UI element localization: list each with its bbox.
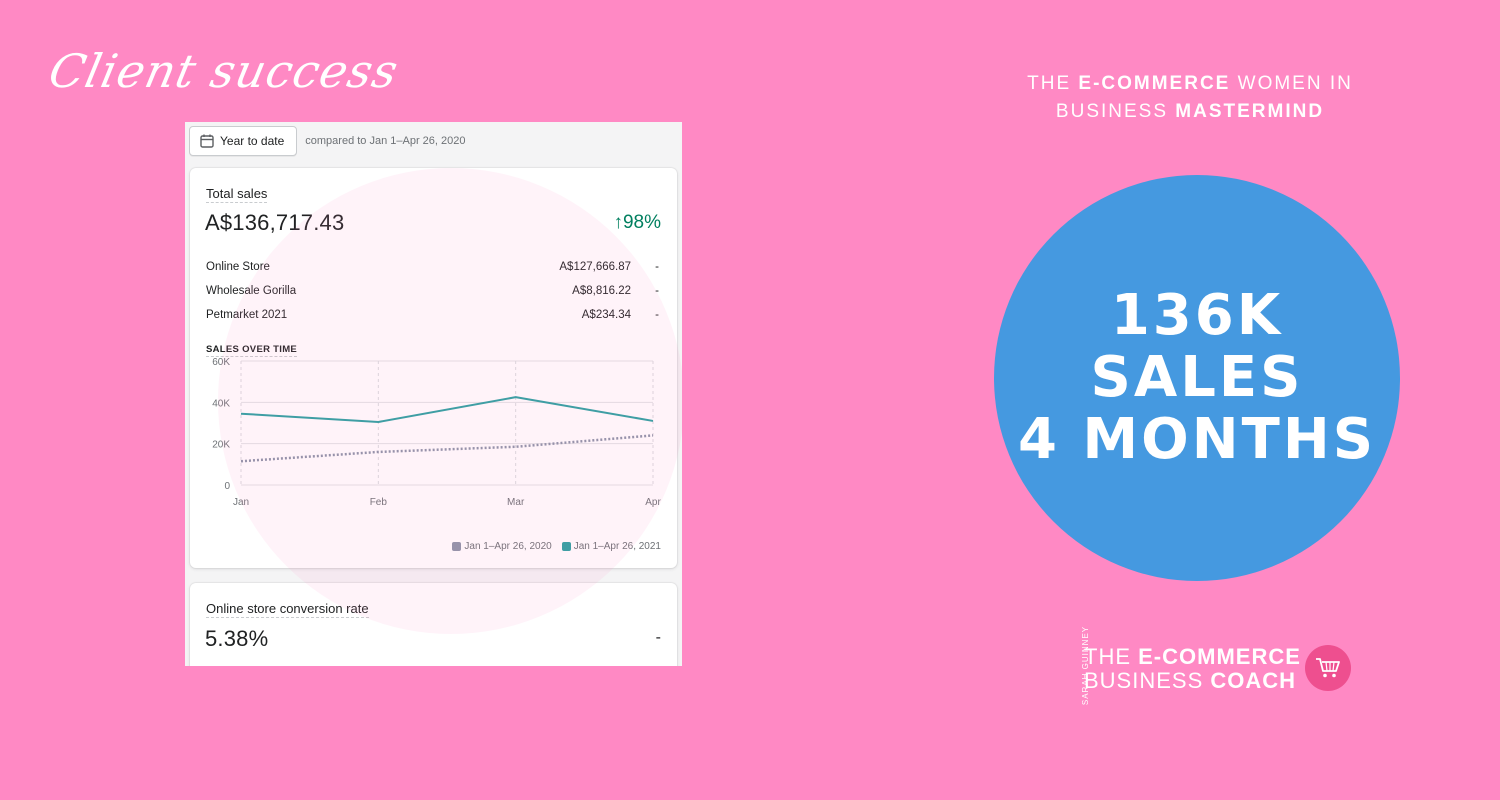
conversion-rate-title[interactable]: Online store conversion rate (206, 601, 369, 618)
channel-amount: A$127,666.87 (559, 261, 631, 273)
x-tick-label: Mar (507, 497, 525, 508)
channel-amount: A$8,816.22 (572, 285, 631, 297)
conversion-rate-card: Online store conversion rate 5.38% - (190, 583, 677, 666)
circle-line-1: 136K (1110, 283, 1284, 348)
date-range-button[interactable]: Year to date (189, 126, 298, 156)
legend-item: Jan 1–Apr 26, 2020 (452, 541, 552, 552)
channel-amount: A$234.34 (581, 309, 631, 321)
calendar-icon (200, 134, 214, 148)
channel-label: Wholesale Gorilla (206, 285, 297, 297)
channel-row: Online Store A$127,666.87 - (206, 261, 661, 281)
mastermind-line-1: THE E-COMMERCE WOMEN IN (1027, 73, 1353, 94)
legend-swatch (452, 542, 462, 551)
channel-row: Wholesale Gorilla A$8,816.22 - (206, 285, 661, 305)
legend-label: Jan 1–Apr 26, 2021 (573, 541, 661, 552)
channel-change: - (655, 309, 659, 321)
sales-over-time-title[interactable]: SALES OVER TIME (206, 344, 298, 357)
brand-vertical-name: SARAH GUINNEY (1081, 625, 1091, 706)
total-sales-value: A$136,717.43 (205, 210, 345, 235)
sales-highlight-circle: 136K SALES 4 MONTHS (994, 175, 1400, 581)
channel-change: - (655, 285, 659, 297)
total-sales-card: Total sales A$136,717.43 ↑98% Online Sto… (190, 168, 677, 568)
compare-text: compared to Jan 1–Apr 26, 2020 (305, 135, 466, 147)
mastermind-line-2: BUSINESS MASTERMIND (1055, 101, 1325, 122)
series-line (240, 396, 654, 423)
total-sales-title[interactable]: Total sales (206, 186, 268, 203)
date-range-label: Year to date (220, 134, 285, 148)
x-tick-label: Feb (370, 497, 388, 508)
y-tick-label: 20K (212, 440, 230, 451)
y-tick-label: 40K (212, 398, 230, 409)
legend-item: Jan 1–Apr 26, 2021 (561, 541, 661, 552)
mastermind-heading: THE E-COMMERCE WOMEN IN BUSINESS MASTERM… (990, 70, 1390, 126)
analytics-screenshot: Year to date compared to Jan 1–Apr 26, 2… (185, 122, 682, 666)
client-success-script-title: Client success (44, 44, 404, 98)
channel-label: Online Store (206, 261, 270, 273)
legend-label: Jan 1–Apr 26, 2020 (464, 541, 552, 552)
channel-row: Petmarket 2021 A$234.34 - (206, 309, 661, 329)
x-tick-label: Apr (645, 497, 661, 508)
chart-legend: Jan 1–Apr 26, 2020 Jan 1–Apr 26, 2021 (446, 541, 661, 552)
channel-change: - (655, 261, 659, 273)
circle-line-2: SALES (1090, 345, 1304, 410)
conversion-rate-value: 5.38% (205, 626, 269, 651)
legend-swatch (561, 542, 571, 551)
date-filter-bar: Year to date compared to Jan 1–Apr 26, 2… (189, 126, 678, 156)
brand-wordmark: THE E-COMMERCE BUSINESS COACH (1084, 644, 1301, 693)
circle-line-3: 4 MONTHS (1017, 407, 1377, 472)
total-sales-change: ↑98% (613, 212, 661, 233)
channel-label: Petmarket 2021 (206, 309, 288, 321)
x-tick-label: Jan (233, 497, 249, 508)
shopping-cart-icon (1305, 645, 1351, 691)
conversion-rate-change: - (655, 629, 661, 646)
y-tick-label: 60K (212, 358, 230, 368)
y-tick-label: 0 (224, 481, 230, 492)
series-line (240, 434, 654, 463)
